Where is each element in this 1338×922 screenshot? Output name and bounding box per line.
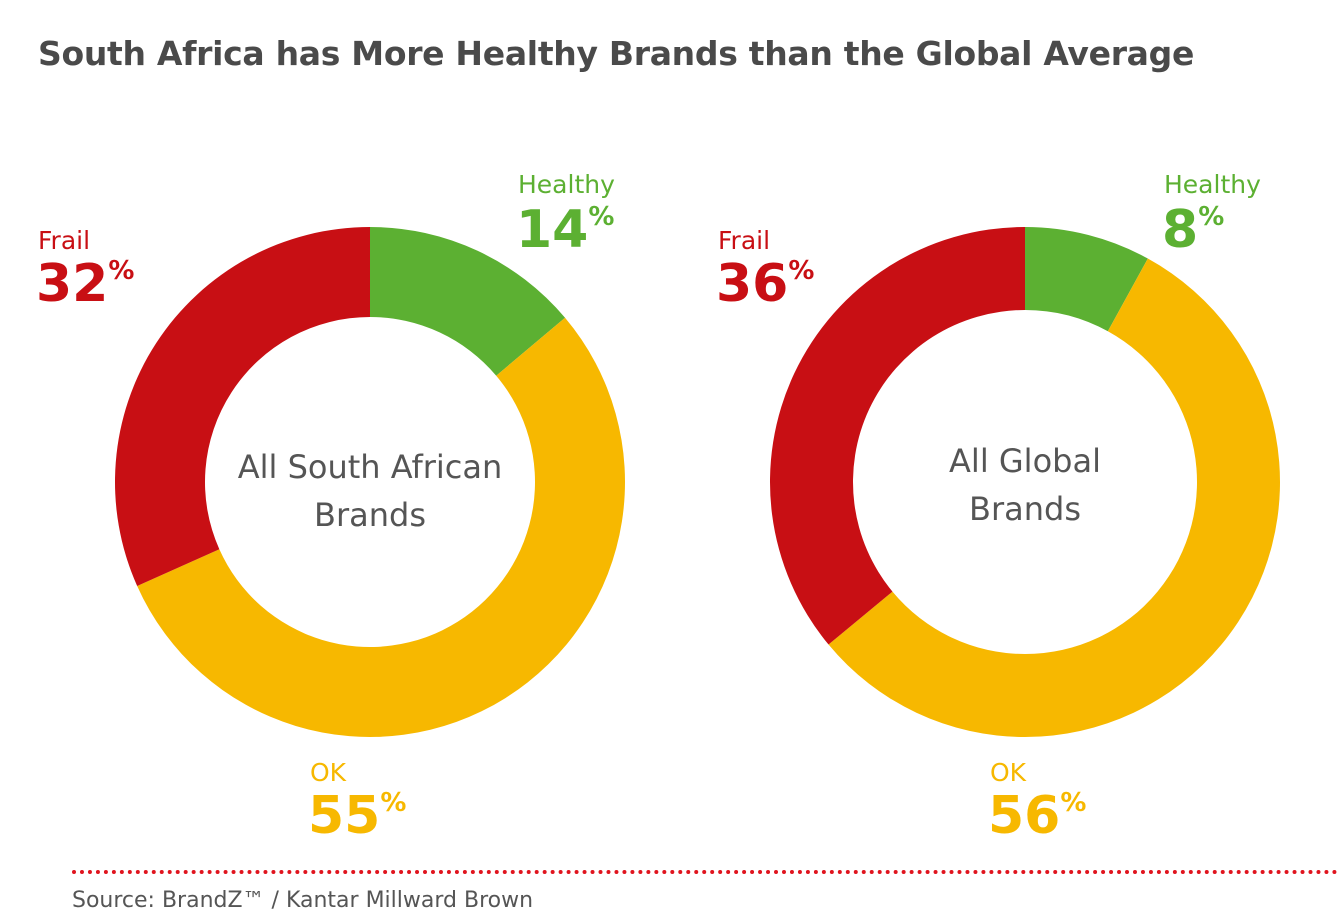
ok-value-text: 56%: [988, 786, 1086, 846]
ok-value: 55: [308, 786, 380, 846]
frail-value-text: 32%: [36, 254, 134, 314]
ok-label: OK: [990, 758, 1027, 787]
donut-slice-healthy: [1025, 227, 1148, 332]
donut-slice-frail: [770, 227, 1025, 645]
healthy-value: 8: [1162, 200, 1198, 260]
donut-slice-healthy: [370, 227, 566, 376]
ok-value: 56: [988, 786, 1060, 846]
healthy-value-text: 14%: [516, 200, 614, 260]
donut-slice-ok: [828, 258, 1280, 737]
ok-value-text: 55%: [308, 786, 406, 846]
frail-label: Frail: [718, 226, 770, 255]
frail-unit: %: [108, 256, 134, 286]
dotted-divider: [72, 870, 1338, 874]
donut-chart-global: All Global Brands Healthy 8% Frail 36% O…: [716, 170, 1280, 846]
frail-label: Frail: [38, 226, 90, 255]
frail-value: 36: [716, 254, 788, 314]
donut-slice-ok: [137, 317, 625, 737]
donut-slices-global: [770, 227, 1280, 737]
center-label-line-1: All Global: [949, 442, 1101, 480]
healthy-value-text: 8%: [1162, 200, 1224, 260]
ok-label: OK: [310, 758, 347, 787]
healthy-label: Healthy: [518, 170, 615, 199]
source-note: Source: BrandZ™ / Kantar Millward Brown: [72, 888, 534, 913]
chart-title: South Africa has More Healthy Brands tha…: [38, 34, 1195, 73]
donut-slices-south-africa: [114, 227, 625, 737]
center-label-line-2: Brands: [969, 490, 1081, 528]
ok-unit: %: [1060, 788, 1086, 818]
donut-chart-south-africa: All South African Brands Healthy 14% Fra…: [36, 170, 625, 846]
healthy-label: Healthy: [1164, 170, 1261, 199]
donut-slice-frail: [114, 227, 370, 586]
ok-unit: %: [380, 788, 406, 818]
healthy-unit: %: [588, 202, 614, 232]
center-label-line-2: Brands: [314, 496, 426, 534]
center-label-line-1: All South African: [238, 448, 503, 486]
healthy-unit: %: [1198, 202, 1224, 232]
frail-value-text: 36%: [716, 254, 814, 314]
frail-unit: %: [788, 256, 814, 286]
frail-value: 32: [36, 254, 108, 314]
healthy-value: 14: [516, 200, 588, 260]
